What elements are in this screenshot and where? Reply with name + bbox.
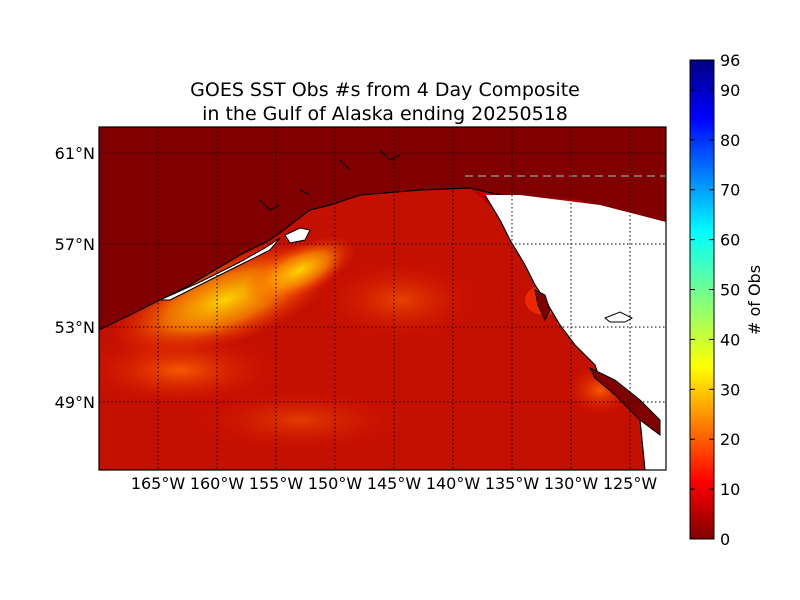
map-area (99, 127, 666, 470)
lat-label: 49°N (55, 393, 95, 412)
map-frame (98, 126, 667, 471)
mid-obs-region (180, 385, 420, 455)
lon-label: 165°W (131, 474, 186, 493)
lake (604, 311, 634, 323)
colorbar-tick-label: 50 (720, 281, 740, 300)
lon-label: 125°W (603, 474, 658, 493)
colorbar-tick-label: 10 (720, 480, 740, 499)
lon-label: 150°W (308, 474, 363, 493)
alaska-land (99, 127, 666, 330)
colorbar-tick-label: 96 (720, 51, 740, 70)
kodiak-island (284, 227, 311, 244)
haida-gwaii (534, 289, 551, 322)
no-data-region (485, 195, 666, 470)
coastline-detail (259, 149, 401, 211)
colorbar-tick-label: 0 (720, 530, 730, 549)
lon-label: 130°W (544, 474, 599, 493)
colorbar-gradient (689, 59, 715, 540)
colorbar-tick-label: 60 (720, 231, 740, 250)
colorbar-tick-label: 40 (720, 330, 740, 349)
colorbar-tick-label: 30 (720, 380, 740, 399)
lon-label: 135°W (485, 474, 540, 493)
latitude-labels: 61°N 57°N 53°N 49°N (55, 144, 95, 412)
lon-label: 140°W (426, 474, 481, 493)
lat-label: 61°N (55, 144, 95, 163)
title-line-2: in the Gulf of Alaska ending 20250518 (202, 103, 568, 125)
title-line-1: GOES SST Obs #s from 4 Day Composite (190, 79, 580, 101)
mid-obs-region (310, 255, 490, 345)
colorbar-tick-label: 20 (720, 430, 740, 449)
map-title: GOES SST Obs #s from 4 Day Composite in … (100, 78, 670, 126)
high-obs-region (244, 235, 356, 305)
colorbar-tick-label: 70 (720, 181, 740, 200)
lat-label: 53°N (55, 318, 95, 337)
lon-label: 155°W (249, 474, 304, 493)
colorbar-label: # of Obs (745, 265, 764, 335)
colorbar-ticks (690, 59, 714, 540)
lat-label: 57°N (55, 235, 95, 254)
lon-label: 145°W (367, 474, 422, 493)
graticule (99, 127, 666, 470)
vancouver-island (588, 366, 661, 436)
lon-label: 160°W (190, 474, 245, 493)
colorbar-tick-label: 90 (720, 81, 740, 100)
colorbar-tick-label: 80 (720, 131, 740, 150)
longitude-labels: 165°W 160°W 155°W 150°W 145°W 140°W 135°… (131, 474, 658, 493)
colorbar: 0 10 20 30 40 50 60 70 80 90 96 # of Obs (689, 51, 764, 549)
